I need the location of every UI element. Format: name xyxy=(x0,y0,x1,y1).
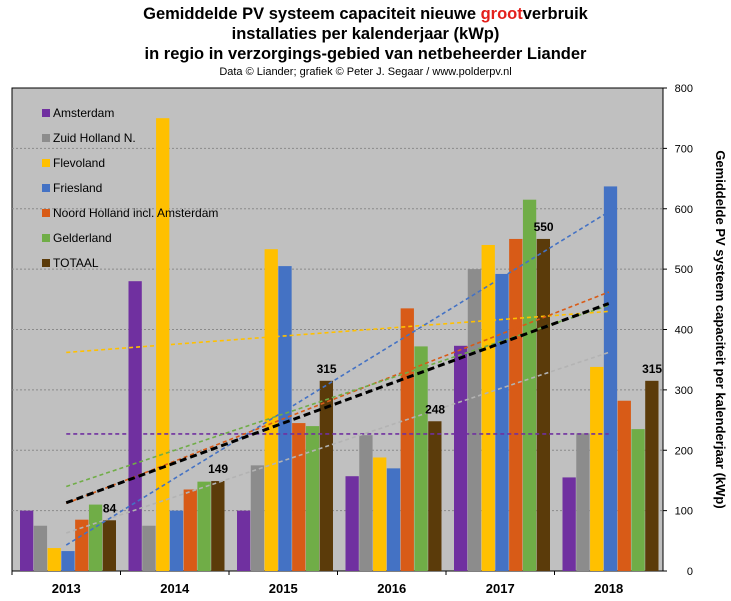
y-tick-label: 800 xyxy=(675,83,693,95)
bar xyxy=(88,504,103,571)
bar xyxy=(128,281,142,571)
bar xyxy=(603,186,618,571)
bar xyxy=(61,551,75,571)
legend-swatch xyxy=(42,234,50,242)
legend: Amsterdam Zuid Holland N. Flevoland Friesla… xyxy=(42,106,218,270)
legend-swatch xyxy=(42,184,50,192)
title-block: Gemiddelde PV systeem capaciteit nieuwe … xyxy=(0,4,731,79)
y-tick-label: 300 xyxy=(675,385,693,397)
x-tick-label: 2016 xyxy=(377,581,406,596)
y-axis-label: Gemiddelde PV systeem capaciteit per kal… xyxy=(713,150,728,508)
legend-swatch xyxy=(42,259,50,267)
bar xyxy=(400,308,414,571)
bar xyxy=(454,345,468,571)
trendline xyxy=(65,291,610,505)
bar xyxy=(75,519,89,571)
bar xyxy=(428,421,442,571)
bar xyxy=(414,346,428,571)
bar xyxy=(250,465,265,571)
data-label: 84 xyxy=(103,501,117,515)
bar xyxy=(156,118,170,571)
trendline xyxy=(65,211,610,546)
bar xyxy=(645,380,659,571)
title-prefix: Gemiddelde PV systeem capaciteit nieuwe xyxy=(143,5,481,23)
legend-entry: Amsterdam xyxy=(53,106,114,120)
bar xyxy=(386,468,401,571)
trendline xyxy=(65,351,610,534)
bar xyxy=(617,400,631,571)
y-tick-label: 700 xyxy=(675,143,693,155)
x-tick-label: 2015 xyxy=(269,581,298,596)
bar xyxy=(319,380,333,571)
y-tick-label: 400 xyxy=(675,325,693,337)
bar xyxy=(292,423,306,571)
bar xyxy=(562,477,576,571)
legend-swatch xyxy=(42,159,50,167)
legend-entry: Noord Holland incl. Amsterdam xyxy=(53,206,218,220)
bar xyxy=(20,510,34,571)
y-tick-label: 100 xyxy=(675,506,693,518)
bar xyxy=(359,435,373,571)
bar xyxy=(467,269,482,571)
bar xyxy=(536,238,550,571)
x-tick-label: 2018 xyxy=(594,581,623,596)
bar xyxy=(373,457,387,571)
chart-subtitle: Data © Liander; grafiek © Peter J. Segaa… xyxy=(219,66,512,78)
bar xyxy=(345,476,359,571)
bar xyxy=(197,481,211,571)
data-labels: 84 149 315 248 550 315 xyxy=(103,220,663,515)
legend-entry: Friesland xyxy=(53,181,102,195)
x-tick-label: 2014 xyxy=(160,581,190,596)
bar xyxy=(522,199,537,571)
data-label: 315 xyxy=(642,362,662,376)
y-tick-label: 600 xyxy=(675,204,693,216)
legend-swatch xyxy=(42,134,50,142)
y-tick-label: 500 xyxy=(675,264,693,276)
x-tick-label: 2017 xyxy=(486,581,515,596)
gridlines xyxy=(12,147,663,512)
legend-swatch xyxy=(42,109,50,117)
chart-title-line-3: in regio in verzorgings-gebied van netbe… xyxy=(144,45,587,63)
legend-swatch xyxy=(42,209,50,217)
title-suffix: verbruik xyxy=(522,5,588,23)
bar xyxy=(631,429,645,571)
legend-entry: Zuid Holland N. xyxy=(53,131,136,145)
bar xyxy=(33,525,48,571)
legend-entry: Gelderland xyxy=(53,231,112,245)
x-tick-label: 2013 xyxy=(52,581,81,596)
bar xyxy=(211,481,225,571)
bar xyxy=(576,433,590,571)
legend-entry: TOTAAL xyxy=(53,256,99,270)
bars xyxy=(20,118,659,572)
trendline xyxy=(65,304,610,488)
bar xyxy=(509,238,523,571)
chart-title-line-2: installaties per kalenderjaar (kWp) xyxy=(231,25,500,43)
legend-entry: Flevoland xyxy=(53,156,105,170)
bar xyxy=(495,273,509,571)
bar xyxy=(142,525,156,571)
chart-title-line-1: Gemiddelde PV systeem capaciteit nieuwe … xyxy=(0,4,731,24)
bar xyxy=(169,510,184,571)
bar xyxy=(102,520,116,571)
data-label: 149 xyxy=(208,462,228,476)
bar xyxy=(237,510,251,571)
data-label: 248 xyxy=(425,402,445,416)
bar xyxy=(305,426,320,571)
bar xyxy=(264,249,278,572)
bar xyxy=(481,244,495,571)
trendline xyxy=(65,302,610,505)
y-tick-label: 200 xyxy=(675,445,693,457)
x-axis: 2013 2014 2015 2016 2017 2018 xyxy=(11,571,623,596)
data-label: 550 xyxy=(534,220,554,234)
y-tick-label: 0 xyxy=(687,566,693,578)
bar xyxy=(47,548,61,571)
bar xyxy=(183,489,197,571)
y-axis: 0 100 200 300 400 500 600 700 800 xyxy=(662,83,693,578)
title-highlight: groot xyxy=(480,5,523,23)
bar xyxy=(590,366,604,571)
data-label: 315 xyxy=(317,362,337,376)
trendlines xyxy=(65,211,610,546)
